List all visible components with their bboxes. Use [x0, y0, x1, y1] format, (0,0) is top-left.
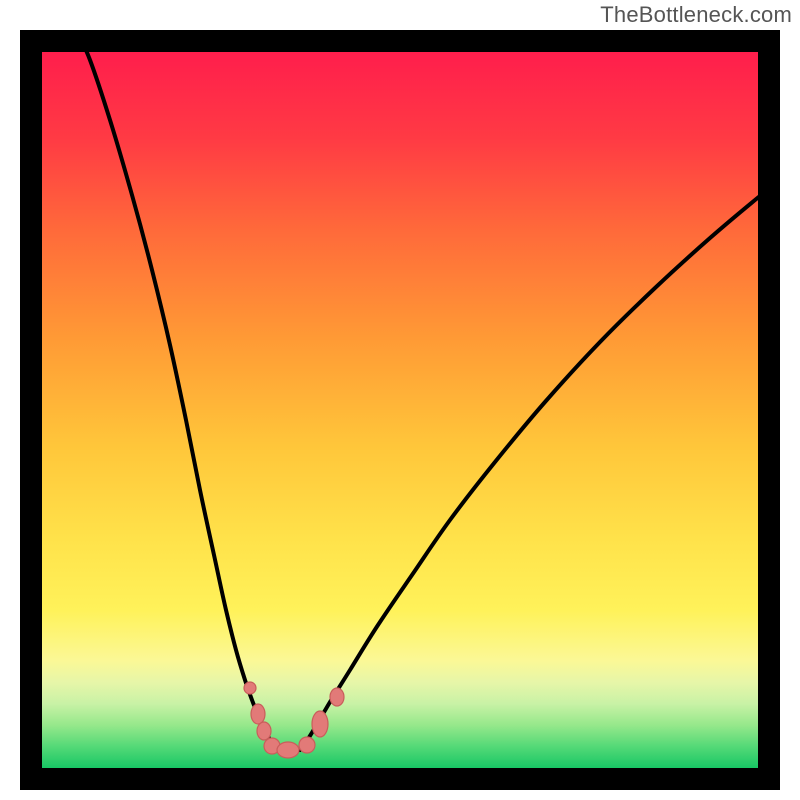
chart-stage: TheBottleneck.com [0, 0, 800, 800]
watermark-label: TheBottleneck.com [600, 2, 792, 28]
chart-svg [0, 0, 800, 800]
marker-0 [244, 682, 256, 694]
gradient-background [42, 52, 758, 768]
marker-4 [277, 742, 299, 758]
marker-7 [330, 688, 344, 706]
marker-2 [257, 722, 271, 740]
marker-6 [312, 711, 328, 737]
marker-1 [251, 704, 265, 724]
marker-5 [299, 737, 315, 753]
